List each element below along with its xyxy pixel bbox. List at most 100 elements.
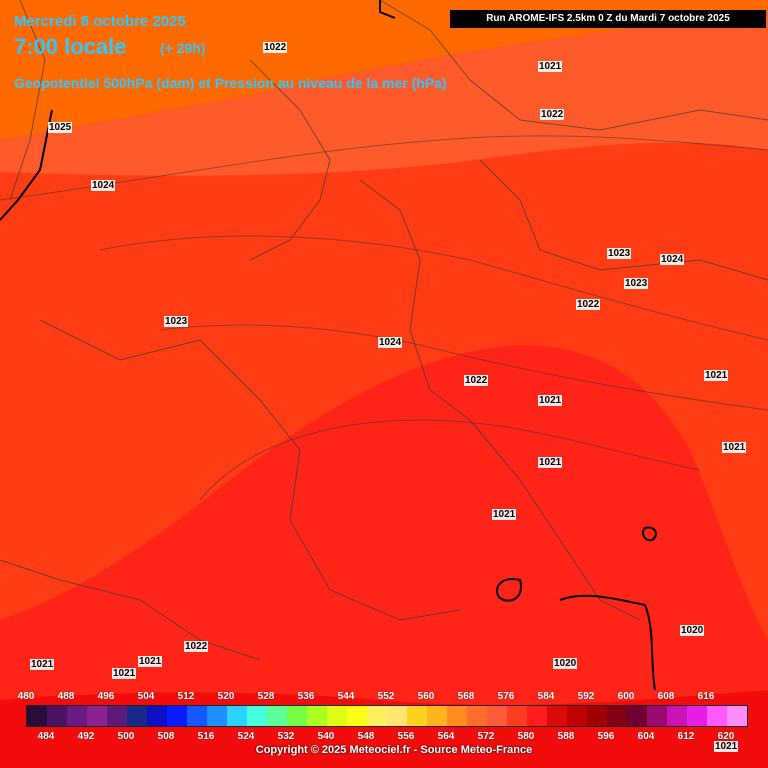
isobar-label: 1021 <box>722 442 747 453</box>
legend-bottom-labels: 484 492 500 508 516 524 532 540 548 556 564 572 580 5… <box>18 731 748 743</box>
color-swatch <box>727 706 747 726</box>
color-swatch <box>707 706 727 726</box>
isobar-lines <box>0 135 768 501</box>
legend-tick-label: 540 <box>317 731 335 742</box>
color-swatch <box>47 706 67 726</box>
legend-tick-label: 524 <box>237 731 255 742</box>
color-swatch <box>627 706 647 726</box>
model-run-label: Run AROME-IFS 2.5km 0 Z du Mardi 7 octob… <box>450 10 766 28</box>
color-swatch <box>247 706 267 726</box>
color-swatch <box>267 706 287 726</box>
isobar-label: 1022 <box>576 299 601 310</box>
isobar-label: 1021 <box>538 457 563 468</box>
color-swatch <box>287 706 307 726</box>
isobar-label: 1020 <box>680 625 705 636</box>
color-swatch <box>607 706 627 726</box>
legend-tick-label: 580 <box>517 731 535 742</box>
legend-tick-label: 564 <box>437 731 455 742</box>
legend-tick-label: 592 <box>577 691 595 702</box>
color-swatch <box>227 706 247 726</box>
isobar-label: 1021 <box>30 659 55 670</box>
isobar-label: 1024 <box>660 254 685 265</box>
color-swatch <box>527 706 547 726</box>
isobar-label: 1023 <box>607 248 632 259</box>
color-swatch <box>387 706 407 726</box>
legend-tick-label: 516 <box>197 731 215 742</box>
color-swatch <box>327 706 347 726</box>
color-swatch <box>487 706 507 726</box>
isobar-label: 1021 <box>538 61 563 72</box>
color-swatch <box>407 706 427 726</box>
country-borders <box>0 0 768 661</box>
zone-568 <box>0 0 768 140</box>
isobar-label: 1022 <box>540 109 565 120</box>
legend-top-labels: 480 488 496 504 512 520 528 536 544 552 560 568 576 5… <box>18 691 748 703</box>
color-swatch <box>127 706 147 726</box>
color-swatch <box>687 706 707 726</box>
legend-tick-label: 508 <box>157 731 175 742</box>
legend-tick-label: 556 <box>397 731 415 742</box>
legend-tick-label: 600 <box>617 691 635 702</box>
color-swatch <box>587 706 607 726</box>
legend-tick-label: 528 <box>257 691 275 702</box>
color-swatch <box>647 706 667 726</box>
legend-tick-label: 584 <box>537 691 555 702</box>
color-swatch <box>567 706 587 726</box>
isobar-label: 1025 <box>48 122 73 133</box>
isobar-label: 1024 <box>378 337 403 348</box>
isobar-label: 1022 <box>184 641 209 652</box>
color-swatch <box>27 706 47 726</box>
legend-tick-label: 568 <box>457 691 475 702</box>
legend-tick-label: 480 <box>17 691 35 702</box>
isobar-label: 1023 <box>164 316 189 327</box>
color-swatch <box>167 706 187 726</box>
color-swatch <box>547 706 567 726</box>
legend-tick-label: 620 <box>717 731 735 742</box>
legend-tick-label: 544 <box>337 691 355 702</box>
legend-tick-label: 536 <box>297 691 315 702</box>
legend-tick-label: 576 <box>497 691 515 702</box>
isobar-label: 1021 <box>112 668 137 679</box>
color-swatch <box>667 706 687 726</box>
legend-tick-label: 608 <box>657 691 675 702</box>
color-swatch <box>87 706 107 726</box>
color-swatch <box>207 706 227 726</box>
isobar-label: 1023 <box>624 278 649 289</box>
legend-tick-label: 612 <box>677 731 695 742</box>
legend-tick-label: 560 <box>417 691 435 702</box>
color-swatch <box>447 706 467 726</box>
isobar-label: 1021 <box>704 370 729 381</box>
isobar-label: 1022 <box>263 42 288 53</box>
legend-tick-label: 552 <box>377 691 395 702</box>
isobar-label: 1021 <box>538 395 563 406</box>
isobar-label: 1021 <box>492 509 517 520</box>
forecast-time: 7:00 locale <box>14 34 127 59</box>
legend-tick-label: 604 <box>637 731 655 742</box>
zone-572 <box>0 12 768 176</box>
isobar-label: 1021 <box>138 656 163 667</box>
legend-tick-label: 572 <box>477 731 495 742</box>
color-swatch <box>367 706 387 726</box>
legend-tick-label: 492 <box>77 731 95 742</box>
isobar-label: 1024 <box>91 180 116 191</box>
lead-time: (+ 29h) <box>160 40 206 56</box>
legend-tick-label: 504 <box>137 691 155 702</box>
legend-tick-label: 500 <box>117 731 135 742</box>
legend-tick-label: 488 <box>57 691 75 702</box>
legend-tick-label: 616 <box>697 691 715 702</box>
coastlines <box>0 0 657 691</box>
color-swatch <box>347 706 367 726</box>
copyright: Copyright © 2025 Meteociel.fr - Source M… <box>255 744 533 756</box>
legend-tick-label: 512 <box>177 691 195 702</box>
color-swatch <box>427 706 447 726</box>
forecast-date: Mercredi 8 octobre 2025 <box>14 13 186 30</box>
isobar-label: 1022 <box>464 375 489 386</box>
legend-tick-label: 588 <box>557 731 575 742</box>
legend-tick-label: 484 <box>37 731 55 742</box>
color-swatch <box>67 706 87 726</box>
color-swatch <box>307 706 327 726</box>
color-swatch <box>467 706 487 726</box>
legend-tick-label: 520 <box>217 691 235 702</box>
legend-tick-label: 496 <box>97 691 115 702</box>
